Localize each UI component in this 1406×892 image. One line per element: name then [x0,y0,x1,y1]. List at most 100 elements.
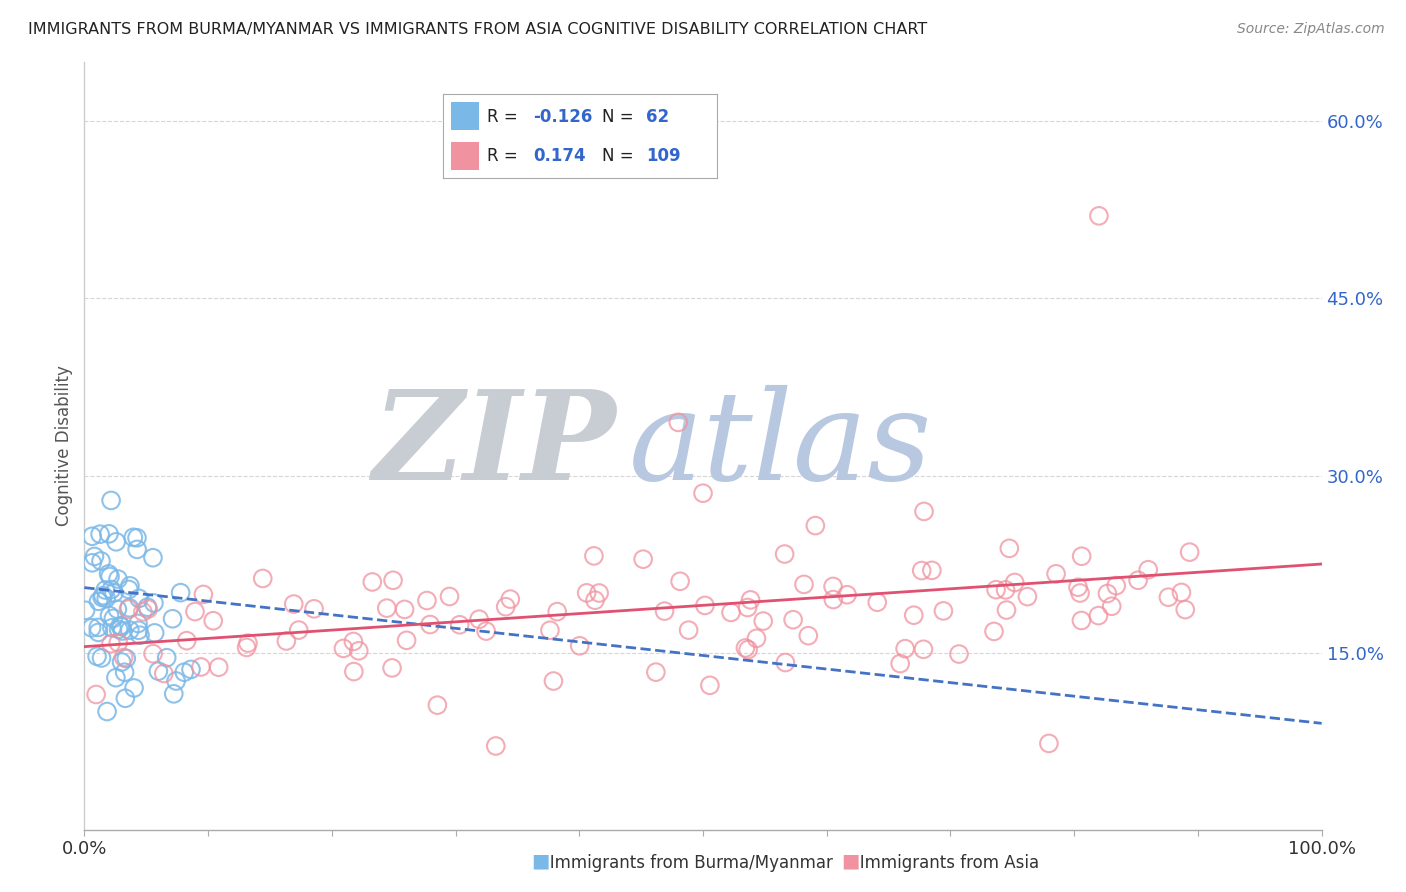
Point [912,504,935,518]
Point [100,493,122,508]
Point [1088,209,1111,223]
Text: ■: ■ [531,852,550,871]
Point [118,624,141,638]
Point [1170,585,1192,599]
Point [142,550,165,565]
Point [382,574,405,588]
Point [86,649,108,664]
Text: 62: 62 [645,108,669,126]
Text: R =: R = [486,108,523,126]
Point [793,577,815,591]
Point [94,582,117,597]
Text: 0.174: 0.174 [533,146,586,164]
Point [128,591,150,606]
Point [302,602,325,616]
Point [235,640,257,655]
Point [156,650,179,665]
Point [173,665,195,680]
Point [666,416,689,430]
Point [125,531,148,545]
Bar [451,142,478,169]
Point [583,593,606,607]
Point [276,634,298,648]
Point [375,601,398,615]
Point [100,582,122,597]
Point [163,687,186,701]
Point [439,590,461,604]
Point [1070,549,1092,564]
Point [782,613,804,627]
Point [142,596,165,610]
Point [343,665,366,679]
Point [1157,590,1180,604]
Point [127,616,149,631]
Point [82,529,104,543]
Text: N =: N = [602,146,638,164]
Point [90,554,112,568]
Point [419,617,441,632]
Point [699,678,721,692]
Point [948,647,970,661]
Point [104,671,127,685]
Point [153,666,176,681]
Point [644,665,666,680]
Point [395,633,418,648]
Point [720,606,742,620]
Point [136,600,159,615]
Point [575,586,598,600]
Point [129,628,152,642]
Point [107,572,129,586]
Point [1097,586,1119,600]
Text: Immigrants from Asia: Immigrants from Asia [844,855,1039,872]
Point [921,563,943,577]
Point [143,625,166,640]
Point [394,602,416,616]
Point [582,549,605,563]
Point [995,603,1018,617]
Point [499,592,522,607]
Point [745,632,768,646]
Point [114,691,136,706]
Point [180,662,202,676]
Bar [451,103,478,130]
Text: -0.126: -0.126 [533,108,593,126]
Point [737,642,759,657]
Point [1137,563,1160,577]
Point [361,574,384,589]
Point [740,593,762,607]
Point [98,608,121,623]
Point [912,642,935,657]
Point [994,582,1017,597]
Point [162,612,184,626]
Point [122,681,145,695]
Point [252,571,274,585]
Point [1105,579,1128,593]
Point [122,530,145,544]
Point [903,608,925,623]
Point [107,635,129,649]
Point [669,574,692,589]
Point [110,619,132,633]
Point [105,534,128,549]
Point [108,619,131,633]
Point [1069,586,1091,600]
Point [128,624,150,638]
Point [1126,573,1149,587]
Point [889,657,911,671]
Point [332,641,354,656]
Point [202,614,225,628]
Point [87,625,110,640]
Point [752,614,775,628]
Point [495,599,517,614]
Text: ZIP: ZIP [373,385,616,507]
Point [804,518,827,533]
Point [87,594,110,608]
Y-axis label: Cognitive Disability: Cognitive Disability [55,366,73,526]
Point [83,549,105,564]
Point [342,634,364,648]
Text: Source: ZipAtlas.com: Source: ZipAtlas.com [1237,22,1385,37]
Point [190,660,212,674]
Point [932,604,955,618]
Point [90,651,112,665]
Point [101,621,124,635]
